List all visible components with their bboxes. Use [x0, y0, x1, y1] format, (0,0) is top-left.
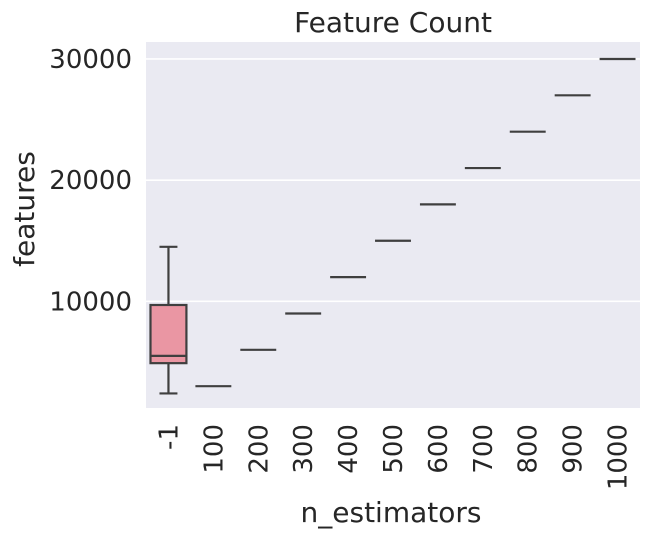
x-tick-label: 1000 [604, 424, 634, 490]
box-layer [149, 57, 636, 395]
grid-layer [146, 58, 640, 303]
x-tick-label: 200 [244, 424, 274, 474]
x-tick-label: 500 [379, 424, 409, 474]
y-tick-label: 10000 [49, 287, 132, 317]
x-tick-label: 700 [469, 424, 499, 474]
x-tick-label: 900 [559, 424, 589, 474]
x-tick-label: -1 [154, 424, 184, 450]
x-tick-label: 300 [289, 424, 319, 474]
y-axis-label: features [8, 151, 41, 267]
plot-area [146, 42, 640, 408]
x-axis-label: n_estimators [301, 496, 482, 529]
x-tick-label: 100 [199, 424, 229, 474]
x-tick-label: 800 [514, 424, 544, 474]
y-tick-label: 20000 [49, 166, 132, 196]
box-body [149, 303, 188, 365]
y-tick-label: 30000 [49, 45, 132, 75]
x-tick-label: 600 [424, 424, 454, 474]
x-tick-labels: -1 100 200 300 400 500 600 700 800 900 1000 [154, 424, 633, 490]
x-tick-label: 400 [334, 424, 364, 474]
box--1 [149, 245, 188, 395]
y-tick-labels: 10000 20000 30000 [49, 45, 132, 317]
chart-title: Feature Count [294, 6, 492, 39]
